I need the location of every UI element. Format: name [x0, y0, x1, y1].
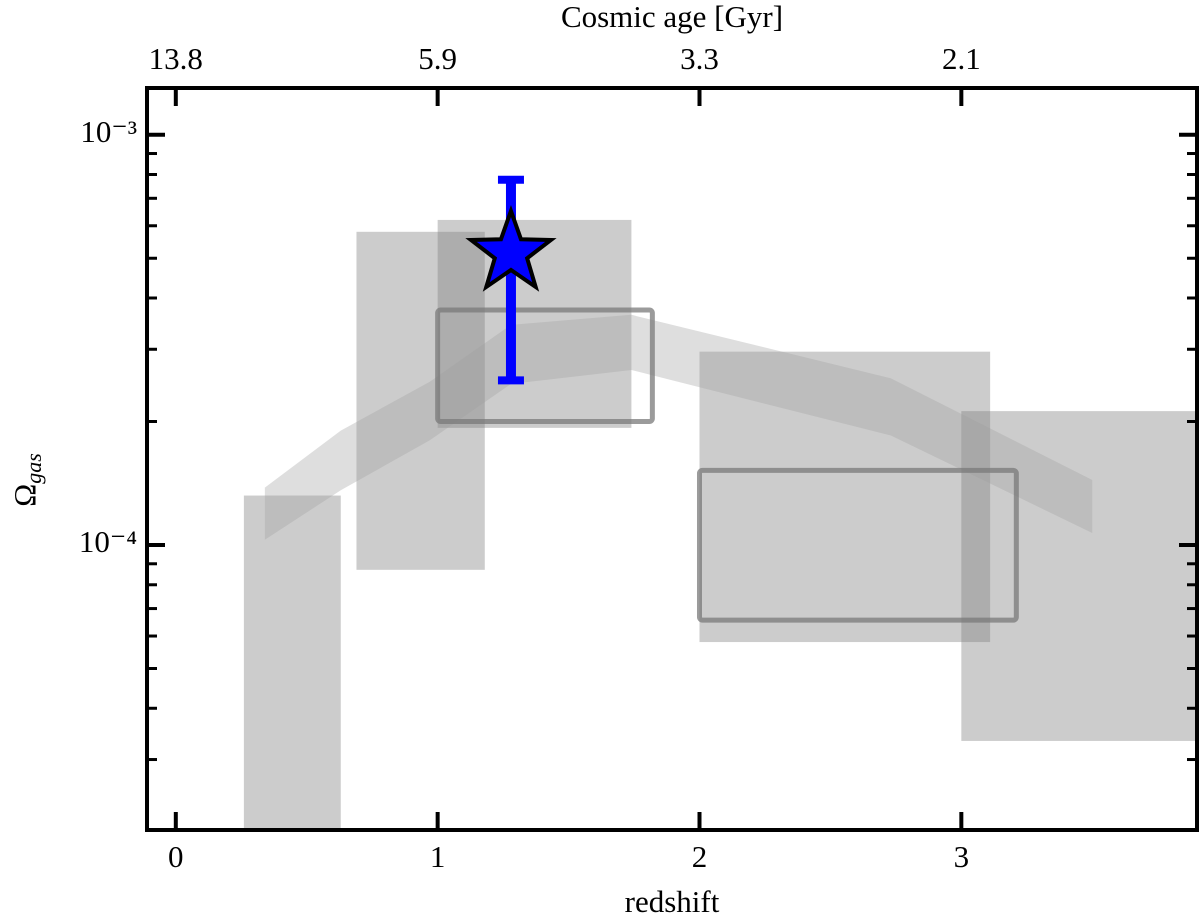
- x-tick-label: 2: [692, 839, 708, 874]
- y-tick-label: 10⁻³: [80, 114, 137, 149]
- range-box: [961, 411, 1197, 741]
- x2-tick-label: 2.1: [942, 41, 981, 76]
- range-box: [356, 231, 485, 570]
- y-axis-label-subscript: gas: [21, 453, 46, 484]
- x2-axis-label: Cosmic age [Gyr]: [561, 0, 783, 34]
- band: [264, 314, 1093, 540]
- range-box: [243, 495, 341, 830]
- y-tick-label: 10⁻⁴: [79, 524, 137, 559]
- star-marker: [465, 204, 557, 292]
- x-tick-label: 3: [954, 839, 970, 874]
- y-axis-label: Ωgas: [7, 453, 46, 507]
- x-axis-label: redshift: [625, 884, 720, 919]
- x-tick-label: 1: [430, 839, 446, 874]
- y-axis-label-symbol: Ω: [7, 484, 42, 507]
- x2-tick-label: 3.3: [680, 41, 719, 76]
- x2-tick-label: 5.9: [418, 41, 457, 76]
- range-box: [699, 351, 991, 643]
- x2-tick-label: 13.8: [149, 41, 203, 76]
- plot-area: [243, 175, 1197, 830]
- open-box: [435, 307, 655, 425]
- open-box: [696, 467, 1019, 623]
- axes: 0 1 2 3 13.8 5.9 3.3 2.1 10⁻⁴ 10⁻³: [79, 41, 1197, 874]
- x-tick-label: 0: [168, 839, 184, 874]
- frame: [145, 86, 1199, 832]
